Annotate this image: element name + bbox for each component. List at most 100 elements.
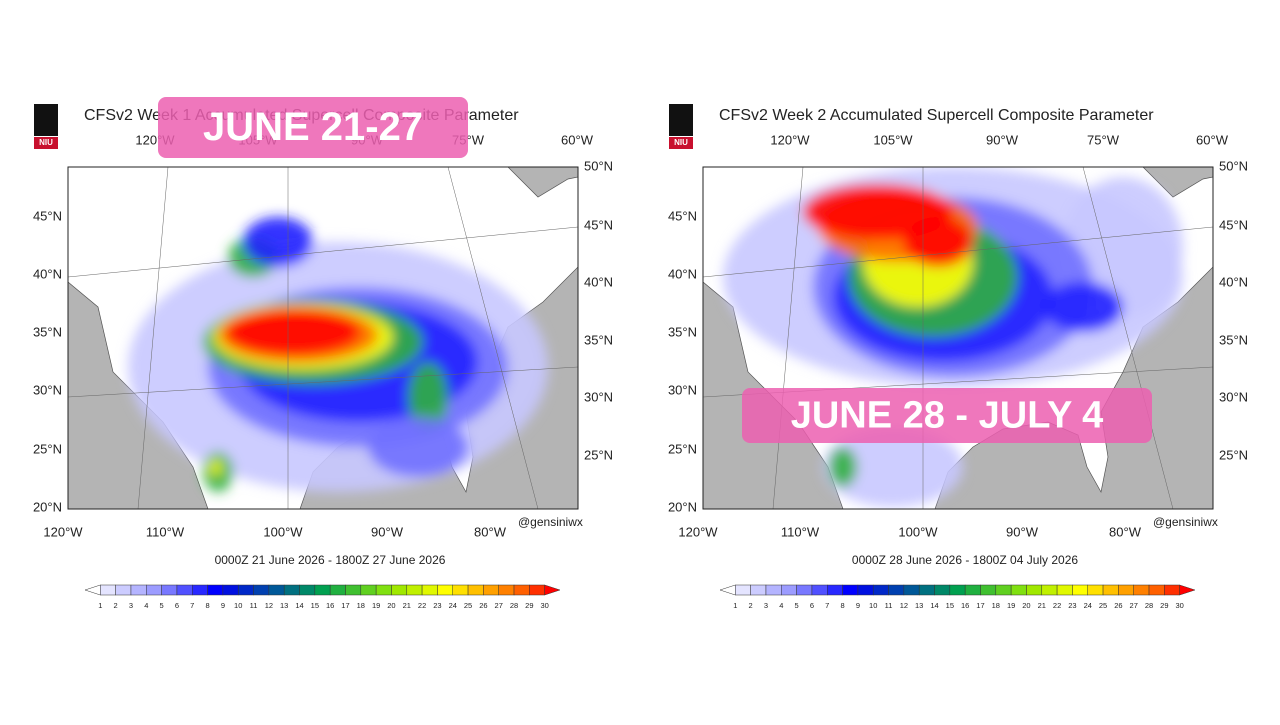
colorbar-label: 8	[205, 601, 209, 610]
colorbar-label: 29	[525, 601, 533, 610]
top-lon-label: 60°W	[561, 132, 594, 147]
colorbar-cell	[903, 584, 920, 596]
heat-region	[408, 362, 448, 432]
colorbar-label: 6	[810, 601, 814, 610]
top-lon-label: 105°W	[873, 132, 913, 147]
colorbar-label: 25	[464, 601, 472, 610]
colorbar-cell	[735, 584, 751, 596]
colorbar-label: 21	[1038, 601, 1046, 610]
colorbar-cell	[161, 584, 178, 596]
logo-text: NIU	[39, 138, 53, 147]
colorbar-label: 1	[98, 601, 102, 610]
right-lat-label: 45°N	[584, 217, 613, 232]
credit: @gensiniwx	[518, 515, 583, 529]
left-lat-label: 30°N	[668, 382, 697, 397]
colorbar-label: 30	[541, 601, 549, 610]
overlay-label: JUNE 21-27	[203, 105, 423, 149]
colorbar-cell	[1026, 584, 1043, 596]
colorbar-label: 25	[1099, 601, 1107, 610]
graticule	[772, 167, 804, 509]
colorbar-label: 10	[869, 601, 877, 610]
colorbar-label: 10	[234, 601, 242, 610]
colorbar-label: 27	[1130, 601, 1138, 610]
left-lat-label: 45°N	[33, 208, 62, 223]
left-lat-label: 35°N	[668, 324, 697, 339]
logo-band	[34, 137, 58, 149]
colorbar-cell	[345, 584, 362, 596]
left-lat-label: 40°N	[668, 266, 697, 281]
colorbar-label: 30	[1176, 601, 1184, 610]
right-lat-label: 25°N	[584, 447, 613, 462]
logo-building	[34, 104, 58, 136]
colorbar-label: 22	[1053, 601, 1061, 610]
colorbar-label: 14	[930, 601, 938, 610]
colorbar-cell	[781, 584, 797, 596]
map-frame	[702, 166, 1214, 510]
colorbar-label: 16	[326, 601, 334, 610]
right-lat-label: 35°N	[584, 332, 613, 347]
colorbar-label: 29	[1160, 601, 1168, 610]
colorbar-label: 14	[295, 601, 303, 610]
graticule	[68, 366, 578, 398]
colorbar-cell	[529, 584, 545, 596]
colorbar-cell	[949, 584, 966, 596]
bottom-lon-label: 90°W	[371, 524, 404, 539]
overlay-label: JUNE 28 - JULY 4	[791, 395, 1104, 437]
colorbar-cell	[146, 584, 162, 596]
colorbar-cell	[811, 584, 828, 596]
colorbar-label: 17	[976, 601, 984, 610]
colorbar-cell	[934, 584, 951, 596]
top-lon-label: 60°W	[1196, 132, 1229, 147]
bottom-lon-label: 80°W	[1109, 524, 1142, 539]
colorbar-cell	[437, 584, 453, 596]
bottom-lon-label: 90°W	[1006, 524, 1039, 539]
colorbar-cell	[1087, 584, 1104, 596]
graticule	[137, 167, 169, 509]
colorbar-cell	[513, 584, 530, 596]
right-lat-label: 30°N	[1219, 389, 1248, 404]
left-lat-label: 30°N	[33, 382, 62, 397]
right-lat-label: 35°N	[1219, 332, 1248, 347]
colorbar-cell	[421, 584, 438, 596]
colorbar-label: 28	[510, 601, 518, 610]
colorbar-label: 15	[311, 601, 319, 610]
colorbar-label: 19	[372, 601, 380, 610]
heat-region	[210, 459, 222, 475]
left-lat-label: 45°N	[668, 208, 697, 223]
colorbar-cell	[995, 584, 1012, 596]
colorbar-label: 17	[341, 601, 349, 610]
colorbar-cell	[299, 584, 316, 596]
colorbar-label: 18	[992, 601, 1000, 610]
logo-text: NIU	[674, 138, 688, 147]
colorbar-label: 26	[1114, 601, 1122, 610]
colorbar-label: 2	[749, 601, 753, 610]
logo-building	[669, 104, 693, 136]
colorbar-cell	[796, 584, 813, 596]
colorbar-cell	[115, 584, 132, 596]
colorbar-label: 8	[840, 601, 844, 610]
colorbar-label: 22	[418, 601, 426, 610]
colorbar-cell	[980, 584, 997, 596]
colorbar-cell	[1179, 584, 1196, 596]
heat-region	[1063, 177, 1183, 317]
right-lat-label: 50°N	[1219, 158, 1248, 173]
heat	[128, 217, 548, 492]
colorbar-label: 11	[885, 601, 893, 610]
colorbar-label: 26	[479, 601, 487, 610]
colorbar-cell	[268, 584, 285, 596]
colorbar-label: 16	[961, 601, 969, 610]
overlay-box	[158, 97, 468, 158]
colorbar-cell	[1164, 584, 1180, 596]
left-lat-label: 40°N	[33, 266, 62, 281]
colorbar-cell	[1148, 584, 1165, 596]
colorbar-label: 9	[221, 601, 225, 610]
right-lat-label: 30°N	[584, 389, 613, 404]
heat-region	[903, 217, 973, 267]
colorbar-label: 18	[357, 601, 365, 610]
bottom-lon-label: 120°W	[43, 524, 83, 539]
left-lat-label: 25°N	[668, 441, 697, 456]
right-lat-label: 25°N	[1219, 447, 1248, 462]
bottom-lon-label: 80°W	[474, 524, 507, 539]
colorbar-label: 7	[190, 601, 194, 610]
colorbar-label: 21	[403, 601, 411, 610]
